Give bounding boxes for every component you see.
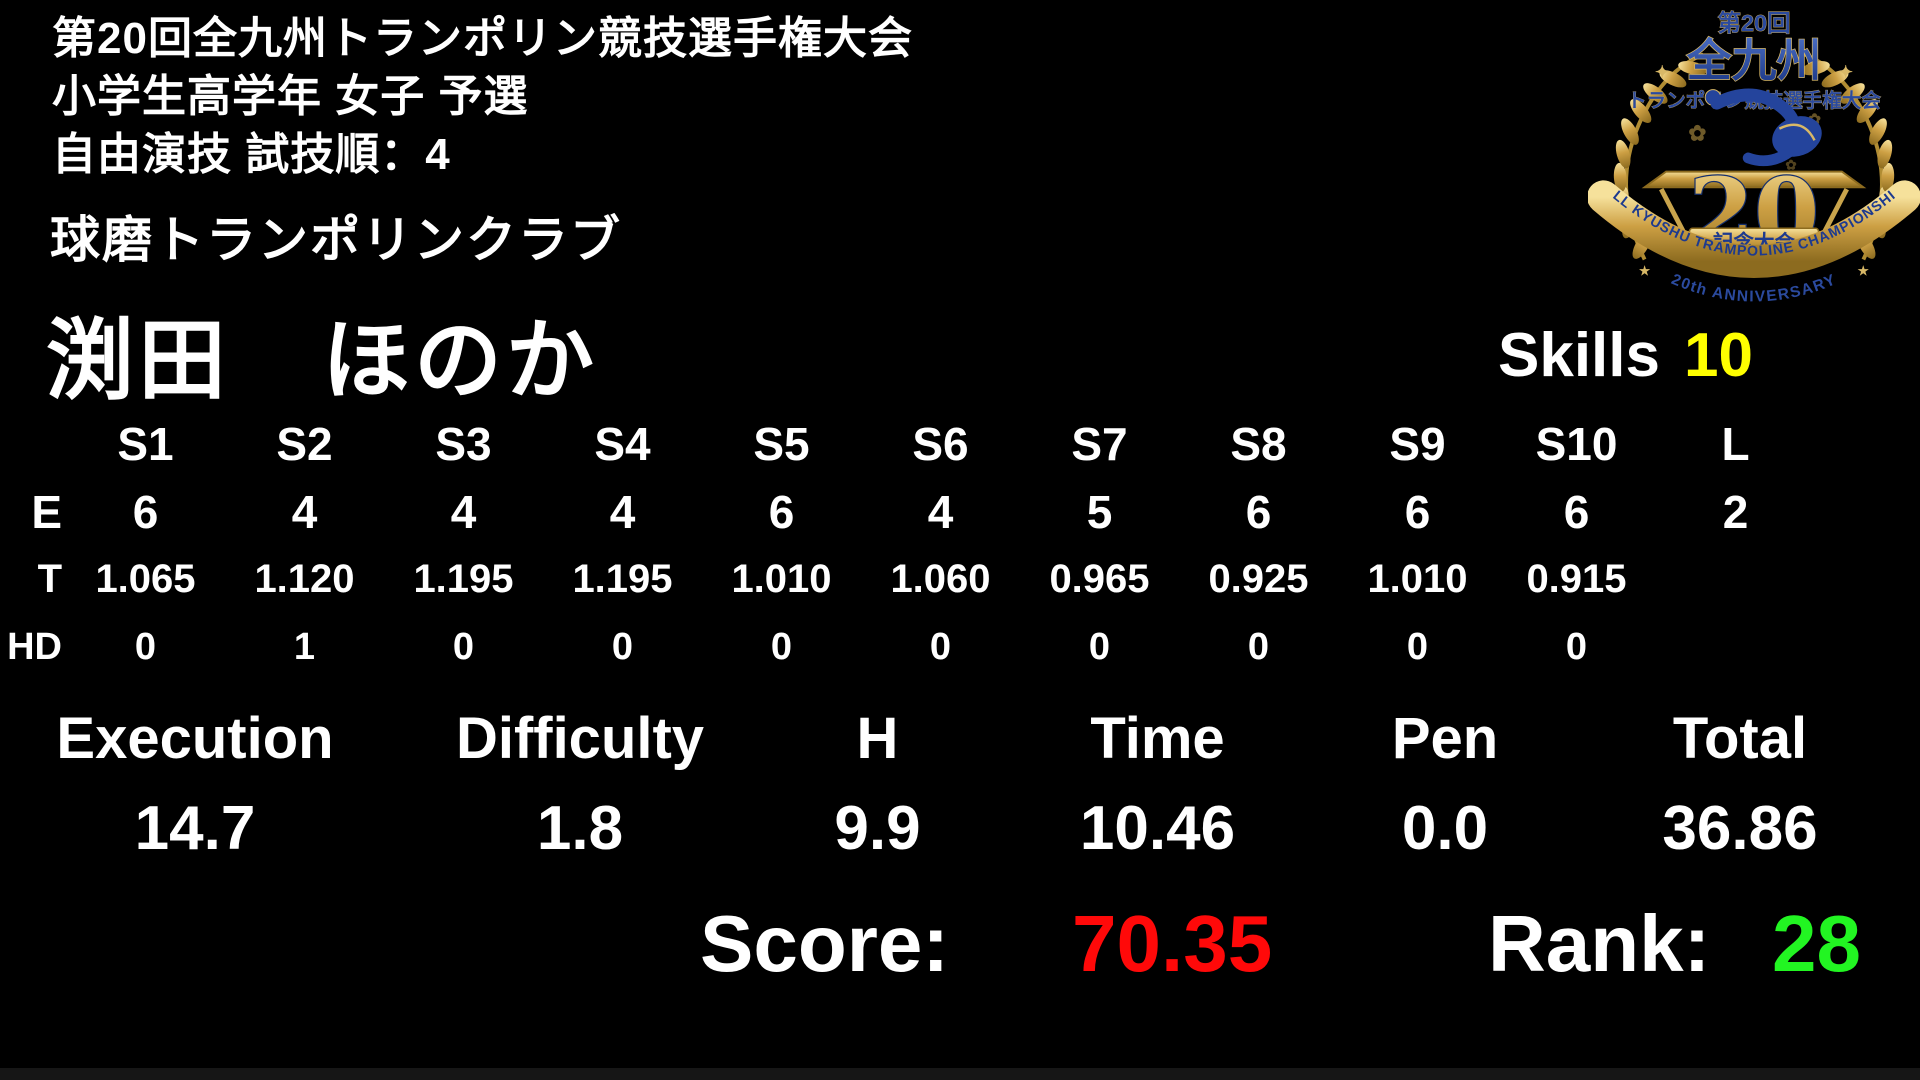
row-label-e: E [31, 486, 62, 538]
col-header-s4: S4 [594, 418, 651, 470]
table-cell: 6 [1563, 486, 1590, 538]
star-icon: ★ [1639, 264, 1651, 278]
table-cell [1656, 614, 1815, 680]
table-cell: 4 [609, 486, 636, 538]
logo-edition-text: 第20回 [1718, 9, 1791, 36]
col-header-s9: S9 [1389, 418, 1446, 470]
sparkle-icon: ✦ [1838, 62, 1853, 82]
col-header-s10: S10 [1535, 418, 1618, 470]
col-header-s3: S3 [435, 418, 492, 470]
time-value: 10.46 [1079, 793, 1236, 863]
time-label: Time [1090, 705, 1225, 771]
event-title: 第20回全九州トランポリン競技選手権大会 [52, 14, 913, 63]
championship-logo: ✿ ✿ ✿ 第20回 全九州 トランポリン競技選手権大会 ✦ ✦ 20 記念大会… [1588, 2, 1920, 306]
execution-label: Execution [56, 705, 334, 771]
table-cell: 1.060 [890, 556, 991, 601]
skills-indicator: Skills 10 [1498, 320, 1753, 391]
table-cell: 0 [611, 625, 634, 668]
routine-order: 自由演技 試技順：4 [52, 130, 451, 179]
bottom-bar [0, 1068, 1920, 1080]
rank-label: Rank: [1488, 899, 1711, 988]
event-category: 小学生高学年 女子 予選 [52, 72, 529, 121]
championship-band [1588, 180, 1920, 279]
table-cell: 1.065 [95, 556, 196, 601]
skills-table: S1 S2 S3 S4 S5 S6 S7 S8 S9 S10 L E 6 4 4… [0, 408, 1815, 680]
col-header-s5: S5 [753, 418, 810, 470]
table-cell: 0 [452, 625, 475, 668]
pen-value: 0.0 [1401, 793, 1489, 863]
table-cell: 1.010 [1367, 556, 1468, 601]
flower-icon: ✿ [1785, 158, 1797, 173]
table-cell: 0 [1088, 625, 1111, 668]
total-value: 36.86 [1662, 793, 1818, 863]
table-cell: 4 [291, 486, 318, 538]
h-label: H [856, 705, 899, 771]
summary-labels: Execution Difficulty H Time Pen Total [0, 698, 1920, 778]
table-cell: 4 [450, 486, 477, 538]
club-name: 球磨トランポリンクラブ [50, 212, 622, 268]
table-cell: 0.915 [1526, 556, 1627, 601]
athlete-name: 渕田 ほのか [46, 311, 599, 410]
row-label-hd: HD [7, 625, 62, 668]
row-label-t: T [37, 556, 62, 601]
pen-label: Pen [1391, 705, 1499, 771]
execution-value: 14.7 [134, 793, 256, 863]
col-header-s7: S7 [1071, 418, 1128, 470]
col-header-s8: S8 [1230, 418, 1287, 470]
difficulty-value: 1.8 [536, 793, 624, 863]
trampoline-icon [1641, 170, 1867, 238]
table-cell: 0 [1406, 625, 1429, 668]
rank-value: 28 [1772, 899, 1861, 988]
score-value: 70.35 [1072, 899, 1273, 988]
col-header-s2: S2 [276, 418, 333, 470]
score-label: Score: [700, 899, 949, 988]
table-corner [0, 408, 66, 480]
table-cell: 0 [1247, 625, 1270, 668]
table-cell: 1 [293, 625, 316, 668]
logo-region-text: 全九州 [1686, 35, 1822, 86]
table-cell: 6 [1245, 486, 1272, 538]
table-cell: 1.195 [413, 556, 514, 601]
star-icon: ★ [1858, 264, 1870, 278]
gymnast-icon [1704, 88, 1822, 167]
skills-count: 10 [1684, 321, 1753, 390]
table-cell: 1.195 [572, 556, 673, 601]
table-cell: 1.010 [731, 556, 832, 601]
table-cell: 1.120 [254, 556, 355, 601]
table-cell: 6 [768, 486, 795, 538]
table-cell: 0.965 [1049, 556, 1150, 601]
col-header-s6: S6 [912, 418, 969, 470]
table-cell: 0 [770, 625, 793, 668]
event-header: 第20回全九州トランポリン競技選手権大会 小学生高学年 女子 予選 自由演技 試… [52, 10, 913, 184]
table-cell: 6 [1404, 486, 1431, 538]
total-label: Total [1672, 705, 1808, 771]
difficulty-label: Difficulty [455, 705, 705, 771]
table-cell: 0 [1565, 625, 1588, 668]
table-cell: 4 [927, 486, 954, 538]
table-cell [1656, 544, 1815, 614]
sparkle-icon: ✦ [1655, 62, 1670, 82]
table-cell: 0 [134, 625, 157, 668]
h-value: 9.9 [834, 793, 921, 863]
col-header-s1: S1 [117, 418, 174, 470]
table-cell: 2 [1722, 486, 1749, 538]
table-cell: 0 [929, 625, 952, 668]
flower-icon: ✿ [1688, 121, 1706, 145]
table-cell: 6 [132, 486, 159, 538]
skills-label: Skills [1498, 321, 1660, 390]
table-cell: 0.925 [1208, 556, 1309, 601]
summary-values: 14.7 1.8 9.9 10.46 0.0 36.86 [0, 788, 1920, 868]
table-cell: 5 [1086, 486, 1113, 538]
col-header-l: L [1721, 418, 1750, 470]
